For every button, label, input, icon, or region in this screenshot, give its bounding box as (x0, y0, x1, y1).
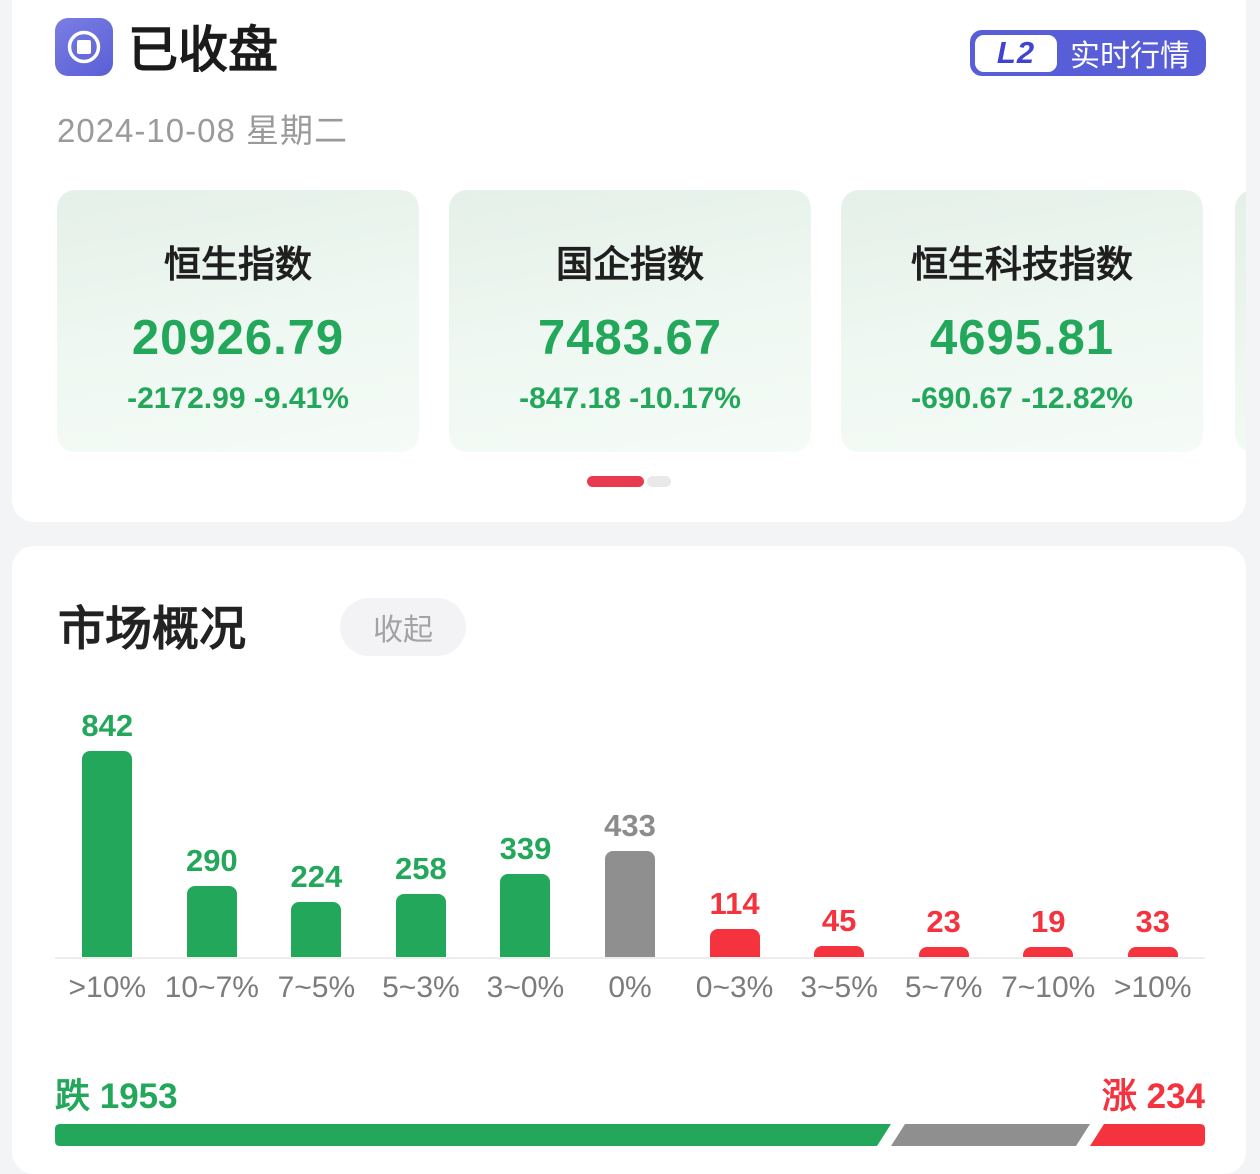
chart-bar (291, 902, 342, 957)
flat-segment (891, 1124, 1090, 1146)
bar-value-label: 114 (709, 886, 760, 921)
bar-value-label: 224 (290, 859, 343, 894)
chart-bar (1023, 947, 1074, 957)
distribution-chart: 842 290 224 258 339 433 114 45 23 19 33 … (55, 700, 1205, 1005)
trade-date: 2024-10-08 星期二 (57, 112, 348, 149)
axis-label: 7~10% (1001, 971, 1096, 1004)
bar-value-label: 45 (821, 903, 857, 938)
market-overview-title: 市场概况 (58, 602, 246, 655)
bar-value-label: 33 (1135, 904, 1170, 939)
index-change: -2172.99 -9.41% (127, 382, 349, 415)
bar-value-label: 23 (926, 904, 961, 939)
carousel-dot-active[interactable] (587, 476, 644, 487)
index-card-hscei[interactable]: 国企指数 7483.67 -847.18 -10.17% (449, 190, 811, 452)
chart-bar-column: 842 (55, 708, 160, 957)
index-name: 国企指数 (556, 244, 704, 285)
index-change: -690.67 -12.82% (911, 382, 1133, 415)
advance-decline-ratio-bar (55, 1124, 1205, 1146)
chart-bar (186, 886, 237, 957)
chart-bar (918, 947, 969, 957)
chart-bar-column: 114 (682, 886, 787, 957)
bar-value-label: 339 (499, 831, 552, 866)
chart-axis-labels: >10% 10~7% 7~5% 5~3% 3~0% 0% 0~3% 3~5% 5… (55, 971, 1205, 1005)
l2-level-chip: L2 (975, 34, 1057, 72)
index-value: 20926.79 (131, 311, 345, 365)
axis-label: 0% (608, 971, 652, 1004)
market-status-card: 已收盘 L2 实时行情 2024-10-08 星期二 恒生指数 20926.79… (12, 0, 1246, 522)
chart-bar (1127, 947, 1178, 957)
axis-label: 3~5% (800, 971, 878, 1004)
chart-bar (709, 929, 760, 957)
chart-bar-column: 290 (160, 843, 265, 957)
market-status-title: 已收盘 (128, 22, 278, 78)
chart-bar-column: 23 (891, 904, 996, 957)
axis-label: 10~7% (164, 971, 259, 1004)
carousel-dot[interactable] (647, 476, 671, 487)
next-index-card-peek[interactable] (1235, 190, 1246, 452)
axis-label: >10% (1113, 971, 1192, 1004)
bar-value-label: 258 (395, 851, 447, 886)
chart-bar-column: 339 (473, 831, 578, 957)
axis-label: 5~7% (904, 971, 983, 1004)
index-value: 4695.81 (929, 311, 1115, 365)
index-name: 恒生科技指数 (911, 244, 1133, 285)
chart-bars-row: 842 290 224 258 339 433 114 45 23 19 33 (55, 700, 1205, 957)
bar-value-label: 433 (604, 808, 656, 843)
axis-label: 7~5% (277, 971, 356, 1004)
bar-value-label: 290 (185, 843, 238, 878)
chart-bar-column: 433 (578, 808, 683, 957)
index-name: 恒生指数 (164, 244, 312, 285)
l2-quote-label: 实时行情 (1070, 40, 1190, 73)
chart-bar-column: 19 (996, 904, 1101, 957)
chart-bar (605, 851, 655, 957)
chart-bar (395, 894, 446, 957)
index-card-hstech[interactable]: 恒生科技指数 4695.81 -690.67 -12.82% (841, 190, 1203, 452)
advance-segment (1090, 1124, 1205, 1146)
chart-bar-column: 258 (369, 851, 474, 957)
advance-decline-row: 跌 1953 涨 234 (55, 1068, 1205, 1119)
axis-label: >10% (68, 971, 147, 1004)
index-carousel: 恒生指数 20926.79 -2172.99 -9.41% 国企指数 7483.… (57, 190, 1203, 452)
chart-baseline (55, 957, 1205, 959)
axis-label: 0~3% (695, 971, 774, 1004)
carousel-dots (12, 476, 1246, 487)
decline-segment (55, 1124, 891, 1146)
advancers-count: 涨 234 (1101, 1077, 1205, 1116)
chart-bar-column: 45 (787, 903, 892, 957)
chart-bar (500, 874, 551, 957)
market-overview-card: 市场概况 收起 842 290 224 258 339 433 114 45 2… (12, 546, 1246, 1174)
index-card-hsi[interactable]: 恒生指数 20926.79 -2172.99 -9.41% (57, 190, 419, 452)
chart-bar-column: 224 (264, 859, 369, 957)
bar-value-label: 19 (1030, 904, 1066, 939)
bar-value-label: 842 (81, 708, 134, 743)
chart-bar (82, 751, 133, 957)
axis-label: 3~0% (486, 971, 565, 1004)
index-change: -847.18 -10.17% (519, 382, 741, 415)
decliners-count: 跌 1953 (55, 1077, 178, 1116)
index-value: 7483.67 (537, 311, 723, 365)
l2-quote-badge[interactable]: L2 实时行情 (970, 30, 1206, 76)
axis-label: 5~3% (382, 971, 460, 1004)
chart-bar (814, 946, 865, 957)
coin-icon (55, 18, 113, 76)
collapse-button[interactable]: 收起 (340, 598, 466, 656)
chart-bar-column: 33 (1100, 904, 1205, 957)
